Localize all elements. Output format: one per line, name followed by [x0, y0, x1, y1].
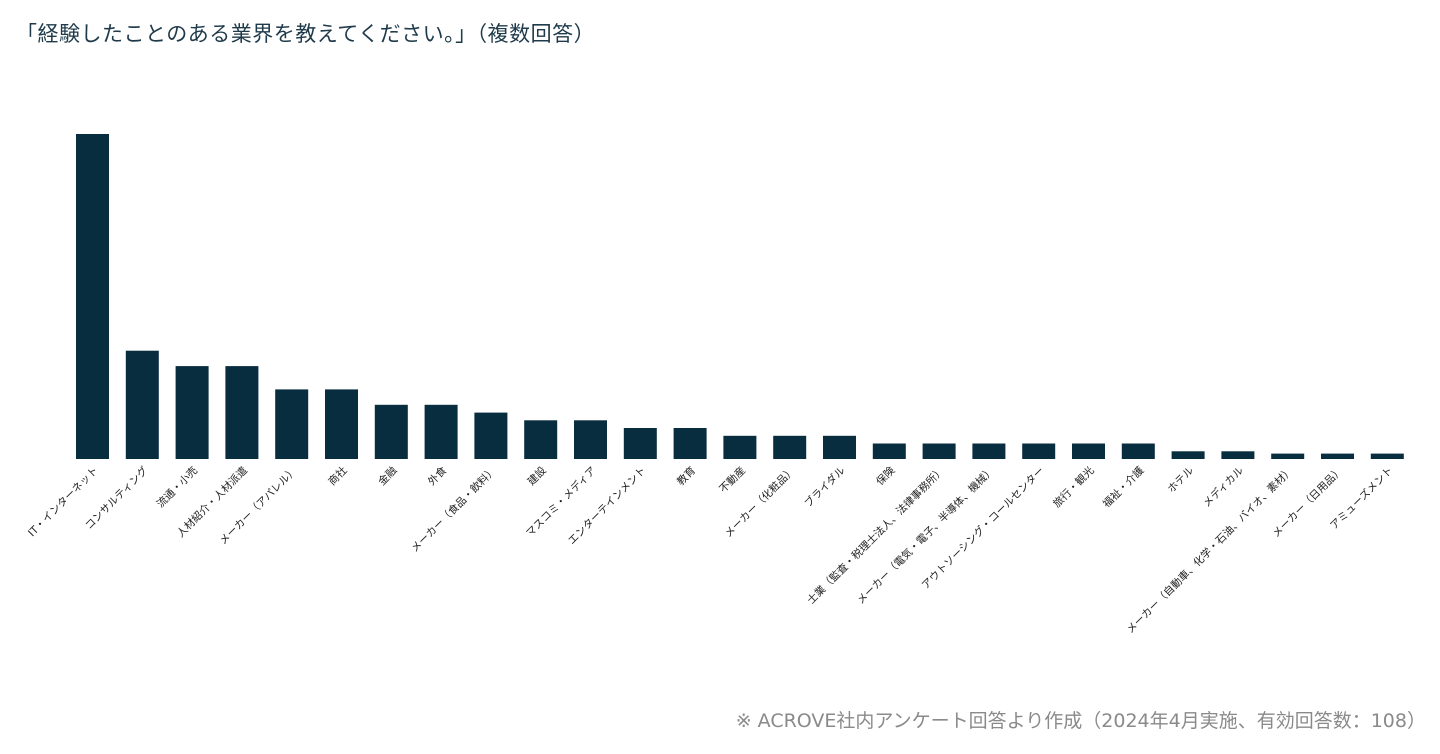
- bar-10: [524, 420, 558, 459]
- bar-23: [1171, 451, 1205, 459]
- bar-13: [673, 428, 707, 459]
- bar-21: [1072, 443, 1105, 459]
- bar-25: [1271, 453, 1305, 459]
- chart-title: 「経験したことのある業界を教えてください。」（複数回答）: [16, 22, 596, 46]
- x-tick-label: 保険: [873, 464, 897, 488]
- x-tick-label: メーカー（自動車、化学・石油、バイオ、素材）: [1124, 464, 1296, 636]
- x-tick-label: 教育: [674, 464, 698, 488]
- x-tick-label: 福祉・介護: [1100, 464, 1147, 511]
- bar-8: [424, 404, 458, 459]
- x-tick-label: 旅行・観光: [1050, 464, 1097, 511]
- x-tick-label: メディカル: [1200, 464, 1246, 510]
- x-tick-label: メーカー（食品・飲料）: [408, 464, 499, 555]
- bar-18: [922, 443, 956, 459]
- bar-24: [1221, 451, 1255, 459]
- bar-27: [1370, 453, 1404, 459]
- bar-6: [325, 389, 358, 459]
- bar-5: [275, 389, 309, 459]
- bars-group: [76, 134, 1404, 459]
- x-tick-label: ブライダル: [802, 464, 848, 510]
- bar-22: [1121, 443, 1155, 459]
- x-tick-label: 流通・小売: [154, 464, 200, 510]
- x-tick-label: 商社: [326, 464, 350, 488]
- bar-11: [574, 420, 607, 459]
- bar-26: [1321, 453, 1354, 459]
- x-tick-label: 金融: [375, 464, 399, 488]
- bar-19: [972, 443, 1006, 459]
- bar-4: [225, 366, 259, 459]
- bar-17: [872, 443, 906, 459]
- bar-15: [773, 435, 807, 459]
- bar-20: [1022, 443, 1056, 459]
- footnote: ※ ACROVE社内アンケート回答より作成（2024年4月実施、有効回答数：10…: [735, 710, 1426, 732]
- bar-1: [76, 134, 109, 459]
- x-tick-label: ホテル: [1165, 465, 1196, 496]
- bar-2: [125, 350, 159, 459]
- bar-7: [374, 404, 408, 459]
- x-tick-label: 建設: [525, 464, 549, 488]
- bar-14: [723, 435, 757, 459]
- bar-3: [175, 366, 209, 459]
- bar-12: [623, 428, 657, 459]
- x-tick-label: 外食: [425, 464, 449, 488]
- x-tick-label: 不動産: [717, 464, 748, 495]
- bar-16: [823, 435, 856, 459]
- bar-9: [474, 412, 508, 459]
